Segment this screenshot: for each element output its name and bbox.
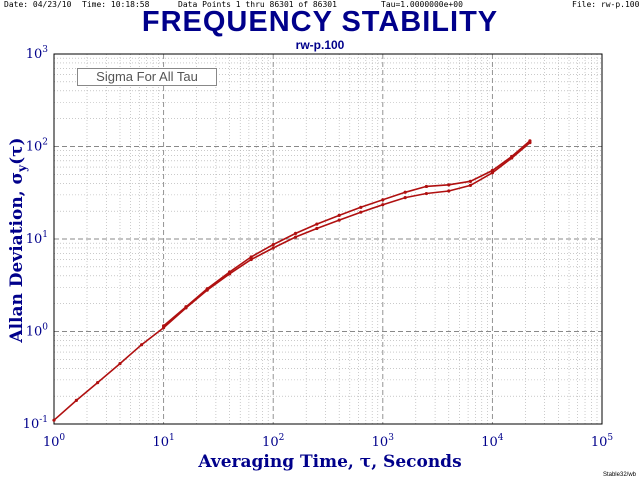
header-tau: Tau=1.0000000e+00 bbox=[381, 0, 463, 9]
header-time: Time: 10:18:58 bbox=[82, 0, 150, 9]
y-tick-label: 101 bbox=[26, 230, 48, 247]
x-tick-label: 105 bbox=[591, 433, 614, 450]
y-tick-label: 100 bbox=[26, 323, 49, 340]
data-point bbox=[249, 257, 253, 262]
data-point bbox=[271, 242, 275, 247]
data-point bbox=[403, 190, 407, 194]
header-date: Date: 04/23/10 bbox=[4, 0, 72, 9]
data-point bbox=[74, 398, 78, 402]
y-axis-label: Allan Deviation, σy(τ) bbox=[6, 137, 30, 343]
data-point bbox=[359, 205, 363, 209]
data-point bbox=[468, 183, 473, 187]
data-point bbox=[249, 255, 253, 259]
header-data-points: Data Points 1 thru 86301 of 86301 bbox=[178, 0, 337, 9]
data-point bbox=[162, 324, 166, 328]
data-point bbox=[184, 305, 188, 309]
data-point bbox=[315, 222, 319, 226]
data-point bbox=[359, 210, 363, 214]
x-tick-label: 104 bbox=[481, 433, 504, 450]
footer-label: Stable32/wb bbox=[602, 472, 636, 478]
header-file: File: rw-p.100 bbox=[572, 0, 640, 9]
data-point bbox=[227, 270, 232, 274]
data-point bbox=[403, 196, 407, 200]
x-tick-label: 101 bbox=[152, 433, 174, 450]
series-line-2 bbox=[163, 140, 531, 327]
data-point bbox=[118, 361, 122, 366]
chart-subtitle: rw-p.100 bbox=[295, 38, 345, 52]
data-point bbox=[381, 198, 385, 202]
data-point bbox=[293, 231, 298, 235]
series-line-1 bbox=[53, 142, 531, 421]
data-point bbox=[337, 213, 341, 217]
data-point bbox=[315, 226, 319, 231]
y-tick-label: 103 bbox=[26, 45, 49, 62]
chart-title: FREQUENCY STABILITY bbox=[141, 6, 499, 38]
data-point bbox=[140, 343, 144, 347]
data-point bbox=[337, 218, 341, 222]
data-point bbox=[293, 235, 298, 239]
data-point bbox=[468, 179, 473, 183]
data-point bbox=[96, 381, 100, 385]
data-point bbox=[490, 171, 494, 175]
plot-frame bbox=[53, 53, 603, 425]
data-point bbox=[510, 154, 514, 159]
x-tick-label: 102 bbox=[262, 433, 284, 450]
data-point bbox=[271, 246, 275, 250]
data-point bbox=[424, 191, 429, 196]
data-point bbox=[528, 139, 532, 143]
data-point bbox=[424, 184, 429, 189]
data-point bbox=[52, 418, 56, 422]
x-axis-label: Averaging Time, τ, Seconds bbox=[198, 452, 462, 472]
data-point bbox=[381, 203, 385, 207]
x-tick-label: 103 bbox=[372, 433, 395, 450]
data-point bbox=[447, 189, 451, 193]
data-point bbox=[205, 287, 209, 291]
y-tick-label: 102 bbox=[26, 138, 48, 155]
data-point bbox=[447, 183, 451, 187]
legend-box: Sigma For All Tau bbox=[77, 68, 217, 86]
x-tick-label: 100 bbox=[43, 433, 66, 450]
data-point bbox=[490, 168, 494, 173]
y-tick-label: 10-1 bbox=[23, 415, 48, 432]
